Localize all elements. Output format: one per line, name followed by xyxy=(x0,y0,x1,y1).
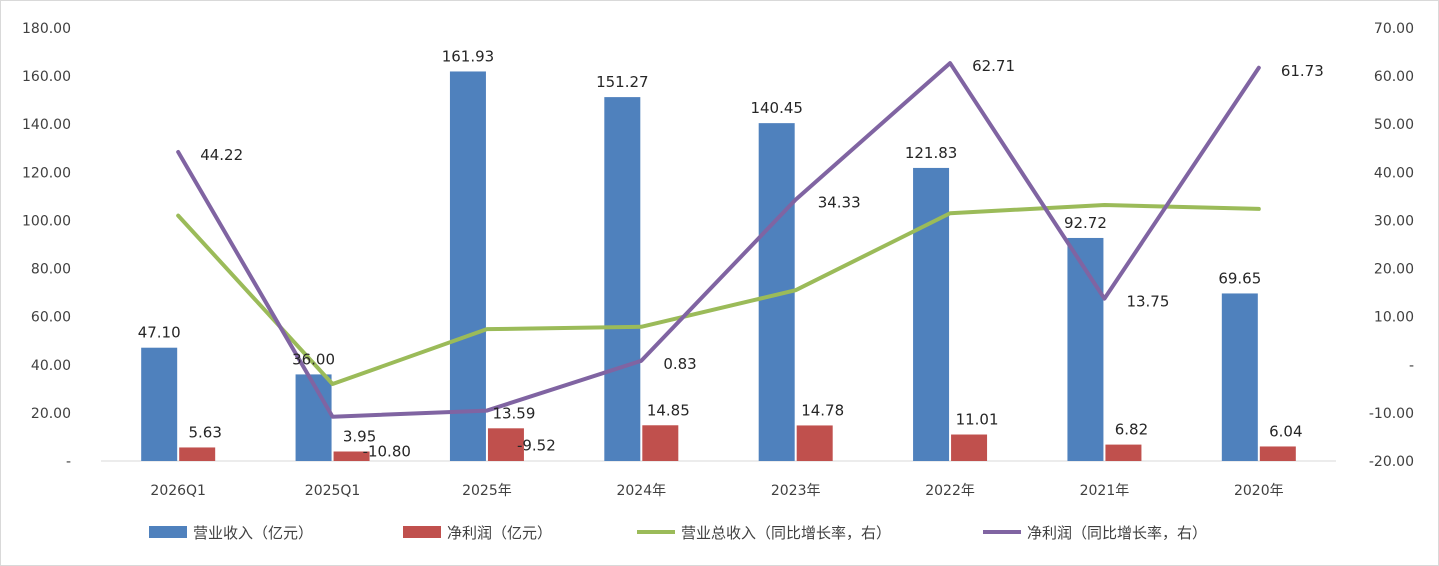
revenue-data-label: 36.00 xyxy=(292,350,335,368)
left-axis-tick-label: 120.00 xyxy=(22,165,71,181)
net-profit-growth-data-label: 34.33 xyxy=(818,194,861,212)
revenue-data-label: 69.65 xyxy=(1218,269,1261,287)
bars-layer xyxy=(141,71,1296,462)
net-profit-growth-data-label: 0.83 xyxy=(663,355,696,373)
bar-net-profit xyxy=(487,428,524,461)
legend-swatch-revenue xyxy=(149,526,187,538)
bar-net-profit xyxy=(1259,446,1296,461)
legend-swatch-net-profit xyxy=(403,526,441,538)
right-axis-tick-label: -10.00 xyxy=(1369,406,1414,422)
left-axis-tick-label: - xyxy=(66,454,71,470)
x-axis-category-label: 2020年 xyxy=(1234,483,1284,499)
revenue-data-label: 92.72 xyxy=(1064,214,1107,232)
net-profit-growth-data-label: -9.52 xyxy=(517,437,556,455)
right-axis-tick-label: 20.00 xyxy=(1374,262,1414,278)
x-axis-category-label: 2022年 xyxy=(925,483,975,499)
right-axis-tick-label: - xyxy=(1409,358,1414,374)
right-axis-tick-label: 50.00 xyxy=(1374,117,1414,133)
x-axis-category-label: 2024年 xyxy=(616,483,666,499)
net-profit-growth-line xyxy=(176,61,1261,419)
legend-label: 营业总收入（同比增长率，右） xyxy=(681,524,891,542)
revenue-data-label: 161.93 xyxy=(442,47,495,65)
left-y-axis: - 20.00 40.00 60.00 80.00 100.00 120.00 140.00 1… xyxy=(22,21,71,470)
right-axis-tick-label: -20.00 xyxy=(1369,454,1414,470)
net-profit-data-label: 14.78 xyxy=(801,401,844,419)
left-axis-tick-label: 140.00 xyxy=(22,117,71,133)
left-axis-tick-label: 20.00 xyxy=(31,406,71,422)
bar-revenue xyxy=(604,97,641,462)
net-profit-growth-data-label: 62.71 xyxy=(972,57,1015,75)
right-y-axis: -20.00-10.00-10.0020.0030.0040.0050.0060… xyxy=(1369,21,1414,470)
x-axis-category-label: 2021年 xyxy=(1080,483,1130,499)
legend-label: 净利润（亿元） xyxy=(447,524,552,542)
x-axis-category-label: 2023年 xyxy=(771,483,821,499)
right-axis-tick-label: 40.00 xyxy=(1374,165,1414,181)
bar-revenue xyxy=(295,374,332,461)
net-profit-data-label: 6.04 xyxy=(1269,422,1302,440)
net-profit-data-label: 14.85 xyxy=(647,401,690,419)
right-axis-tick-label: 10.00 xyxy=(1374,310,1414,326)
lines-layer xyxy=(176,61,1261,419)
net-profit-data-label: 5.63 xyxy=(188,423,221,441)
bar-net-profit xyxy=(951,434,988,461)
bar-net-profit xyxy=(1105,444,1142,461)
bar-net-profit xyxy=(333,451,370,461)
net-profit-data-label: 11.01 xyxy=(956,411,999,429)
revenue-data-label: 151.27 xyxy=(596,73,649,91)
net-profit-growth-data-label: -10.80 xyxy=(363,443,411,461)
net-profit-data-label: 6.82 xyxy=(1115,421,1148,439)
data-labels-layer: 47.10 36.00 161.93 151.27 140.45 121.83 92.72 6… xyxy=(138,47,1324,460)
x-axis-category-label: 2025Q1 xyxy=(305,483,361,499)
revenue-data-label: 140.45 xyxy=(750,99,803,117)
bar-net-profit xyxy=(179,447,216,461)
revenue-growth-line xyxy=(176,203,1261,387)
x-axis-labels: 2026Q1 2025Q1 2025年 2024年 2023年 2022年 2021年 202… xyxy=(150,483,1283,499)
left-axis-tick-label: 40.00 xyxy=(31,358,71,374)
right-axis-tick-label: 30.00 xyxy=(1374,213,1414,229)
bar-net-profit xyxy=(796,425,833,461)
bar-net-profit xyxy=(642,425,679,461)
left-axis-tick-label: 160.00 xyxy=(22,69,71,85)
legend-label: 营业收入（亿元） xyxy=(193,524,313,542)
left-axis-tick-label: 100.00 xyxy=(22,213,71,229)
bar-revenue xyxy=(913,167,950,462)
legend: 营业收入（亿元） 净利润（亿元） 营业总收入（同比增长率，右） 净利润（同比增长率，右… xyxy=(149,524,1207,542)
revenue-data-label: 47.10 xyxy=(138,324,181,342)
right-axis-tick-label: 60.00 xyxy=(1374,69,1414,85)
bar-revenue xyxy=(449,71,486,462)
bar-revenue xyxy=(141,347,178,461)
net-profit-growth-data-label: 61.73 xyxy=(1281,62,1324,80)
bar-revenue xyxy=(1221,293,1258,461)
x-axis-category-label: 2025年 xyxy=(462,483,512,499)
legend-label: 净利润（同比增长率，右） xyxy=(1027,524,1207,542)
net-profit-growth-data-label: 44.22 xyxy=(200,146,243,164)
net-profit-data-label: 13.59 xyxy=(492,404,535,422)
right-axis-tick-label: 70.00 xyxy=(1374,21,1414,37)
bar-revenue xyxy=(1067,237,1104,461)
left-axis-tick-label: 80.00 xyxy=(31,262,71,278)
net-profit-data-label: 3.95 xyxy=(343,427,376,445)
left-axis-tick-label: 180.00 xyxy=(22,21,71,37)
x-axis-category-label: 2026Q1 xyxy=(150,483,206,499)
revenue-data-label: 121.83 xyxy=(905,144,958,162)
net-profit-growth-data-label: 13.75 xyxy=(1126,293,1169,311)
left-axis-tick-label: 60.00 xyxy=(31,310,71,326)
